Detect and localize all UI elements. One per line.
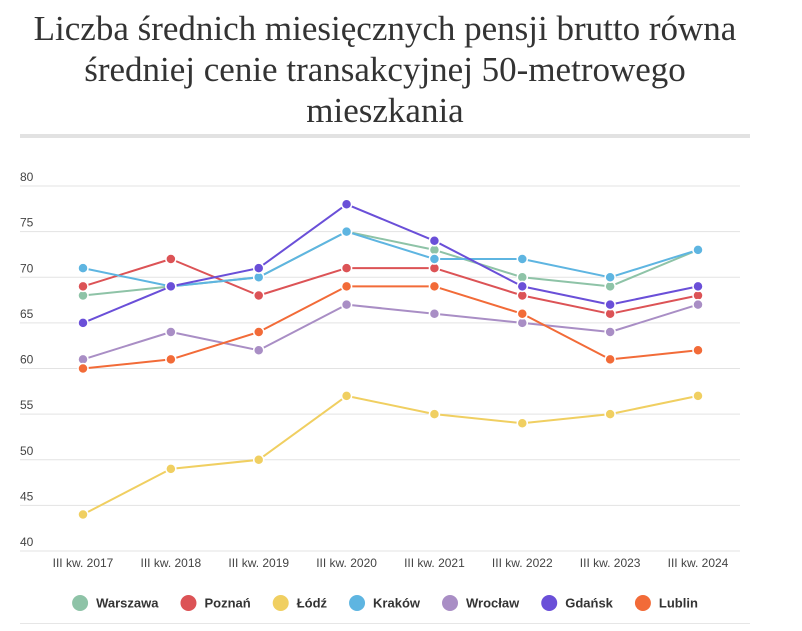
y-tick-label: 40 (20, 535, 34, 549)
x-tick-label: III kw. 2020 (316, 556, 377, 570)
data-point[interactable] (692, 344, 704, 356)
series-line (82, 203, 699, 324)
y-tick-label: 70 (20, 261, 34, 275)
x-tick-label: III kw. 2022 (492, 556, 553, 570)
x-tick-label: III kw. 2023 (580, 556, 641, 570)
data-point[interactable] (165, 280, 177, 293)
x-axis-tick-labels: III kw. 2017 III kw. 2018 III kw. 2019 III … (53, 556, 729, 570)
x-tick-label: III kw. 2018 (141, 556, 202, 570)
x-tick-label: III kw. 2024 (668, 556, 729, 570)
legend-swatch (272, 595, 289, 611)
data-point[interactable] (165, 326, 177, 338)
bottom-divider (20, 623, 750, 624)
grid-lines (20, 185, 740, 552)
legend-swatch (541, 595, 558, 611)
data-point[interactable] (516, 253, 529, 265)
data-point[interactable] (77, 280, 89, 293)
data-point[interactable] (428, 308, 441, 320)
data-point[interactable] (165, 253, 177, 265)
chart-title: Liczba średnich miesięcznych pensji brut… (33, 9, 737, 130)
legend-swatch (349, 595, 366, 611)
legend-label[interactable]: Kraków (373, 596, 421, 611)
legend: Warszawa Poznań Łódź Kraków Wrocław Gdańsk Lub… (72, 595, 698, 611)
data-point[interactable] (516, 280, 529, 293)
y-tick-label: 65 (20, 307, 34, 321)
data-point[interactable] (516, 308, 529, 320)
data-point[interactable] (252, 344, 265, 356)
series-line (82, 394, 699, 516)
data-point[interactable] (252, 454, 265, 466)
data-point[interactable] (340, 298, 353, 311)
data-point[interactable] (428, 280, 441, 293)
data-point[interactable] (165, 353, 177, 366)
data-point[interactable] (77, 508, 89, 521)
data-point[interactable] (340, 280, 353, 293)
data-point[interactable] (428, 408, 441, 420)
data-point[interactable] (604, 353, 616, 366)
data-point[interactable] (340, 225, 353, 238)
series-line (82, 258, 699, 315)
data-point[interactable] (428, 253, 441, 265)
data-point[interactable] (692, 390, 704, 402)
data-point[interactable] (604, 408, 616, 420)
legend-swatch (634, 595, 651, 611)
y-tick-label: 50 (20, 444, 34, 458)
series-points (77, 198, 704, 521)
data-point[interactable] (252, 289, 265, 302)
series-line (82, 230, 699, 288)
y-tick-label: 80 (20, 170, 34, 184)
data-point[interactable] (604, 298, 616, 311)
x-tick-label: III kw. 2021 (404, 556, 465, 570)
data-point[interactable] (340, 198, 353, 210)
data-point[interactable] (252, 262, 265, 274)
legend-swatch (180, 595, 197, 611)
data-point[interactable] (340, 262, 353, 274)
x-tick-label: III kw. 2019 (228, 556, 289, 570)
legend-swatch (72, 595, 89, 611)
y-tick-label: 75 (20, 216, 34, 230)
y-tick-label: 55 (20, 398, 34, 412)
data-point[interactable] (692, 244, 704, 256)
legend-label[interactable]: Gdańsk (565, 596, 613, 611)
series-lines (82, 203, 699, 516)
data-point[interactable] (165, 463, 177, 475)
data-point[interactable] (692, 298, 704, 311)
data-point[interactable] (516, 417, 529, 429)
data-point[interactable] (692, 280, 704, 293)
legend-label[interactable]: Łódź (297, 596, 328, 611)
legend-label[interactable]: Poznań (204, 596, 250, 611)
legend-label[interactable]: Lublin (659, 596, 698, 611)
data-point[interactable] (340, 390, 353, 402)
y-axis-tick-labels: 80 75 70 65 60 55 50 45 40 (20, 170, 34, 549)
data-point[interactable] (77, 317, 89, 329)
data-point[interactable] (428, 235, 441, 247)
data-point[interactable] (77, 362, 89, 375)
title-divider (20, 134, 750, 138)
series-line (82, 285, 699, 370)
legend-swatch (442, 595, 459, 611)
data-point[interactable] (252, 326, 265, 338)
legend-label[interactable]: Wrocław (466, 596, 520, 611)
y-tick-label: 60 (20, 353, 34, 367)
data-point[interactable] (77, 262, 89, 274)
data-point[interactable] (604, 326, 616, 338)
series-line (82, 303, 699, 361)
legend-label[interactable]: Warszawa (96, 596, 159, 611)
x-tick-label: III kw. 2017 (53, 556, 114, 570)
y-tick-label: 45 (20, 489, 34, 503)
data-point[interactable] (604, 271, 616, 283)
